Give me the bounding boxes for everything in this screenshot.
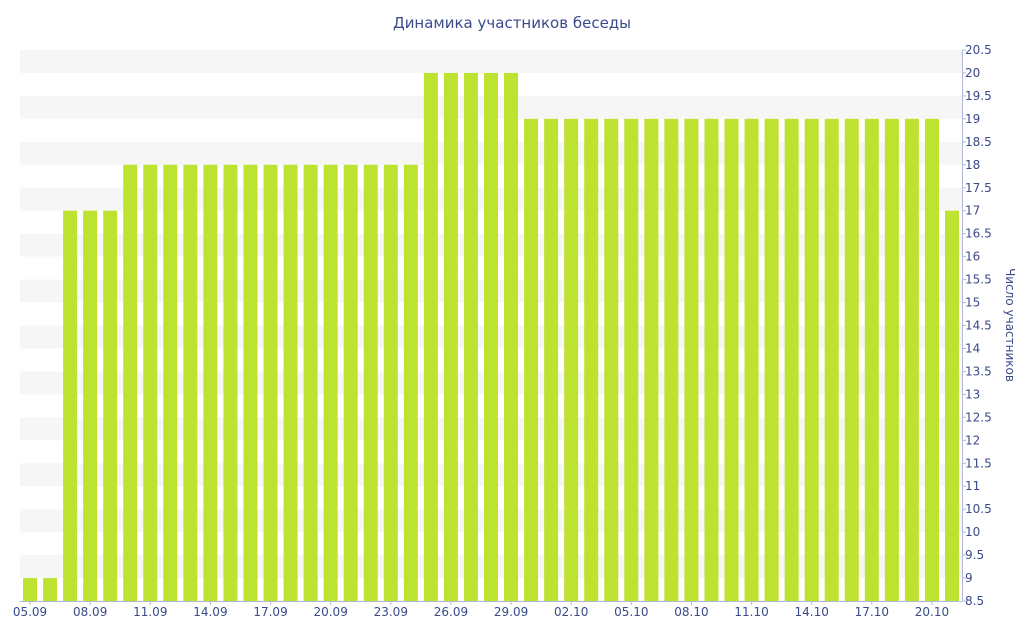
x-tick-label: 20.09 (313, 605, 347, 619)
bar (944, 210, 959, 601)
y-tick-label: 9 (965, 571, 973, 585)
bar (323, 164, 338, 602)
bar (644, 118, 659, 602)
y-tick-label: 17 (965, 204, 980, 218)
bar (784, 118, 799, 602)
y-tick-label: 9.5 (965, 548, 984, 562)
bar (544, 118, 559, 602)
x-tick-label: 05.09 (13, 605, 47, 619)
y-tick-label: 14.5 (965, 319, 992, 333)
bar (43, 578, 58, 601)
y-tick-label: 16.5 (965, 227, 992, 241)
y-tick-label: 16 (965, 250, 980, 264)
y-tick-label: 18 (965, 158, 980, 172)
bar (223, 164, 238, 602)
y-tick-label: 15 (965, 296, 980, 310)
y-tick-label: 11 (965, 479, 980, 493)
bar (123, 164, 138, 602)
bars-group (23, 72, 959, 602)
bar (163, 164, 178, 602)
bar (83, 210, 98, 601)
bar (584, 118, 599, 602)
y-tick-label: 15.5 (965, 273, 992, 287)
bar (484, 72, 498, 601)
y-tick-label: 18.5 (965, 135, 992, 149)
bar (844, 118, 859, 602)
chart-title: Динамика участников беседы (393, 14, 631, 32)
y-tick-label: 13 (965, 387, 980, 401)
x-axis: 05.09 08.09 11.09 14.09 17.09 20.09 23.09 26.09… (13, 601, 962, 619)
grid-band (20, 50, 962, 73)
bar (564, 118, 579, 602)
y-tick-label: 10.5 (965, 502, 992, 516)
bar (443, 72, 458, 601)
bar (824, 118, 839, 602)
bar (744, 118, 759, 602)
bar (63, 210, 78, 601)
x-tick-label: 14.10 (795, 605, 829, 619)
x-tick-label: 08.10 (674, 605, 708, 619)
bar (183, 164, 198, 602)
bar (864, 118, 879, 602)
y-tick-label: 20.5 (965, 43, 992, 57)
bar (664, 118, 679, 602)
bar (924, 118, 939, 602)
y-tick-label: 17.5 (965, 181, 992, 195)
y-tick-label: 19.5 (965, 89, 992, 103)
x-tick-label: 08.09 (73, 605, 107, 619)
bar (383, 164, 398, 602)
y-tick-label: 12 (965, 433, 980, 447)
bar (724, 118, 739, 602)
bar (303, 164, 318, 602)
bar (203, 164, 218, 602)
y-axis: 8.5 9 9.5 10 10.5 11 11.5 12 12.5 13 13.5 14 14.5 15 1… (962, 43, 992, 608)
y-tick-label: 11.5 (965, 456, 992, 470)
bar (604, 118, 619, 602)
bar (524, 118, 539, 602)
bar (103, 210, 118, 601)
bar (884, 118, 899, 602)
bar (363, 164, 378, 602)
bar (403, 164, 418, 602)
x-tick-label: 20.10 (915, 605, 949, 619)
x-tick-label: 14.09 (193, 605, 227, 619)
x-tick-label: 17.09 (253, 605, 287, 619)
bar (463, 72, 478, 601)
bar (764, 118, 779, 602)
bar (804, 118, 819, 602)
x-tick-label: 02.10 (554, 605, 588, 619)
x-tick-label: 05.10 (614, 605, 648, 619)
bar (684, 118, 699, 602)
bar (23, 578, 38, 601)
y-tick-label: 12.5 (965, 410, 992, 424)
x-tick-label: 11.10 (734, 605, 768, 619)
y-tick-label: 14 (965, 341, 980, 355)
bar (143, 164, 158, 602)
y-tick-label: 19 (965, 112, 980, 126)
x-tick-label: 29.09 (494, 605, 528, 619)
bar (423, 72, 438, 601)
bar (263, 164, 278, 602)
x-tick-label: 17.10 (855, 605, 889, 619)
x-tick-label: 11.09 (133, 605, 167, 619)
y-tick-label: 10 (965, 525, 980, 539)
x-tick-label: 23.09 (374, 605, 408, 619)
y-tick-label: 8.5 (965, 594, 984, 608)
bar (243, 164, 258, 602)
y-axis-label: Число участников (1003, 268, 1017, 382)
y-tick-label: 20 (965, 66, 980, 80)
bar (343, 164, 358, 602)
bar (624, 118, 639, 602)
y-tick-label: 13.5 (965, 364, 992, 378)
bar (704, 118, 719, 602)
bar (504, 72, 519, 601)
bar (283, 164, 298, 602)
bar (904, 118, 919, 602)
x-tick-label: 26.09 (434, 605, 468, 619)
